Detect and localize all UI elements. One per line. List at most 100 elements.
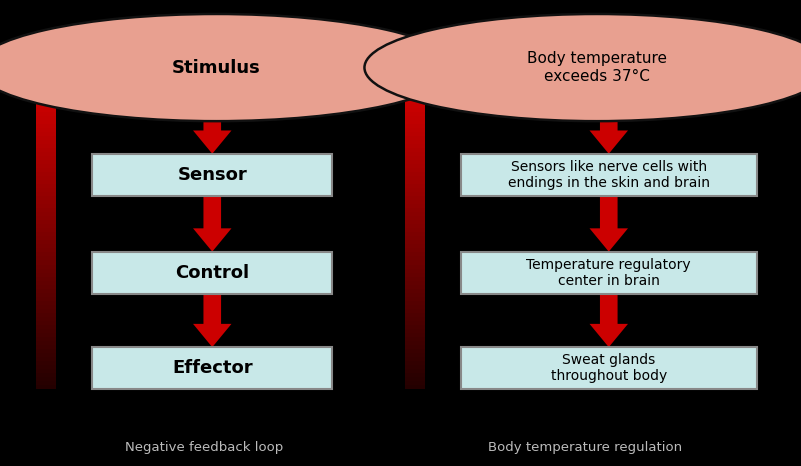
- Bar: [405, 88, 425, 92]
- Bar: [405, 156, 425, 160]
- Bar: [36, 301, 56, 305]
- Bar: [36, 84, 56, 88]
- Bar: [405, 240, 425, 244]
- Bar: [405, 144, 425, 148]
- Bar: [405, 345, 425, 349]
- Bar: [405, 285, 425, 288]
- Bar: [92, 154, 332, 196]
- Bar: [405, 75, 425, 80]
- Bar: [36, 321, 56, 325]
- Bar: [36, 140, 56, 144]
- Bar: [36, 288, 56, 293]
- Bar: [36, 240, 56, 244]
- Bar: [36, 104, 56, 108]
- Bar: [36, 96, 56, 100]
- Bar: [36, 148, 56, 152]
- Bar: [36, 188, 56, 192]
- Bar: [405, 208, 425, 212]
- Bar: [36, 377, 56, 381]
- Bar: [405, 96, 425, 100]
- Bar: [405, 224, 425, 228]
- Bar: [405, 216, 425, 220]
- Bar: [405, 337, 425, 341]
- Bar: [405, 341, 425, 345]
- Text: Temperature regulatory
center in brain: Temperature regulatory center in brain: [526, 258, 691, 288]
- Bar: [405, 373, 425, 377]
- Bar: [36, 100, 56, 104]
- Bar: [36, 92, 56, 96]
- Text: Body temperature
exceeds 37°C: Body temperature exceeds 37°C: [527, 51, 666, 84]
- Bar: [36, 233, 56, 236]
- Bar: [36, 365, 56, 369]
- Bar: [405, 176, 425, 180]
- Bar: [36, 305, 56, 308]
- Bar: [36, 75, 56, 80]
- Bar: [36, 144, 56, 148]
- Bar: [461, 252, 757, 294]
- Text: Effector: Effector: [172, 359, 252, 377]
- Bar: [36, 224, 56, 228]
- Bar: [36, 116, 56, 120]
- Bar: [405, 265, 425, 268]
- Bar: [36, 160, 56, 164]
- Polygon shape: [193, 294, 231, 347]
- Bar: [405, 148, 425, 152]
- Bar: [36, 373, 56, 377]
- Bar: [36, 337, 56, 341]
- Bar: [36, 325, 56, 329]
- Polygon shape: [590, 121, 628, 154]
- Polygon shape: [425, 46, 493, 89]
- Bar: [36, 180, 56, 184]
- Bar: [36, 208, 56, 212]
- Bar: [36, 361, 56, 365]
- Bar: [36, 88, 56, 92]
- Bar: [405, 196, 425, 200]
- Bar: [405, 377, 425, 381]
- Bar: [36, 313, 56, 317]
- Bar: [36, 273, 56, 276]
- Bar: [405, 132, 425, 136]
- Bar: [36, 333, 56, 337]
- Bar: [36, 108, 56, 112]
- Bar: [405, 357, 425, 361]
- Bar: [405, 124, 425, 128]
- Bar: [36, 220, 56, 224]
- Bar: [36, 72, 56, 75]
- Bar: [405, 297, 425, 301]
- Polygon shape: [590, 196, 628, 252]
- Bar: [36, 317, 56, 321]
- Bar: [36, 176, 56, 180]
- Bar: [36, 216, 56, 220]
- Bar: [36, 308, 56, 313]
- Bar: [405, 84, 425, 88]
- Bar: [405, 204, 425, 208]
- Bar: [36, 204, 56, 208]
- Bar: [405, 168, 425, 172]
- Polygon shape: [193, 121, 231, 154]
- Bar: [405, 385, 425, 389]
- Bar: [405, 253, 425, 256]
- Bar: [36, 381, 56, 385]
- Bar: [36, 256, 56, 260]
- Ellipse shape: [0, 14, 457, 121]
- Bar: [405, 321, 425, 325]
- Text: Sweat glands
throughout body: Sweat glands throughout body: [550, 353, 667, 383]
- Bar: [405, 276, 425, 281]
- Bar: [36, 385, 56, 389]
- Bar: [405, 325, 425, 329]
- Bar: [36, 228, 56, 233]
- Bar: [405, 136, 425, 140]
- Bar: [36, 80, 56, 84]
- Bar: [36, 236, 56, 240]
- Text: Negative feedback loop: Negative feedback loop: [125, 441, 284, 454]
- Bar: [36, 293, 56, 297]
- Bar: [405, 256, 425, 260]
- Bar: [405, 248, 425, 253]
- Bar: [405, 301, 425, 305]
- Bar: [405, 236, 425, 240]
- Bar: [405, 305, 425, 308]
- Bar: [36, 260, 56, 265]
- Bar: [405, 192, 425, 196]
- Polygon shape: [193, 196, 231, 252]
- Bar: [405, 72, 425, 75]
